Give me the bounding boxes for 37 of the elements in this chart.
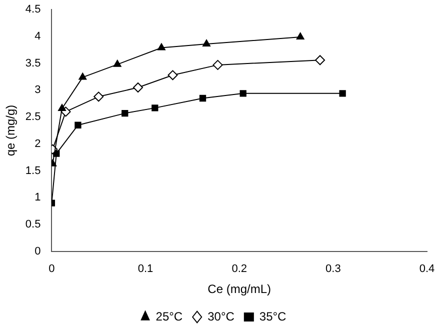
- point: [240, 90, 246, 97]
- point: [296, 32, 304, 40]
- x-tick-label: 0: [48, 263, 55, 276]
- legend-label: 25°C: [156, 309, 183, 324]
- legend-label: 30°C: [208, 309, 235, 324]
- point: [339, 90, 346, 97]
- x-tick-label: 0.4: [419, 263, 435, 276]
- point: [78, 72, 87, 80]
- x-axis-title: Ce (mg/mL): [208, 282, 272, 296]
- x-tick-label: 0.3: [326, 263, 341, 276]
- legend-label: 35°C: [259, 309, 287, 324]
- x-tick-label: 0.1: [138, 263, 154, 276]
- y-tick-label: 1: [34, 192, 41, 204]
- y-tick-label: 2.5: [25, 111, 41, 124]
- y-tick-label: 3.5: [25, 57, 41, 70]
- point: [315, 55, 326, 66]
- point: [133, 82, 144, 93]
- point: [202, 39, 210, 46]
- y-tick-label: 0: [34, 245, 41, 258]
- y-tick-label: 0.5: [25, 218, 41, 231]
- point: [94, 92, 104, 102]
- point: [199, 94, 206, 102]
- point: [152, 104, 158, 112]
- point: [122, 110, 128, 117]
- point: [58, 104, 66, 111]
- point: [158, 43, 166, 50]
- x-tick-label: 0.2: [232, 263, 247, 276]
- point: [212, 60, 223, 70]
- y-tick-label: 2: [34, 138, 41, 150]
- y-tick-label: 1.5: [25, 164, 41, 177]
- y-tick-label: 4.5: [25, 4, 41, 16]
- point: [168, 70, 178, 80]
- y-tick-label: 3: [34, 84, 41, 96]
- y-tick-label: 4: [34, 30, 41, 42]
- point: [113, 60, 122, 67]
- point: [74, 122, 82, 128]
- y-axis-title: qe (mg/g): [4, 104, 18, 156]
